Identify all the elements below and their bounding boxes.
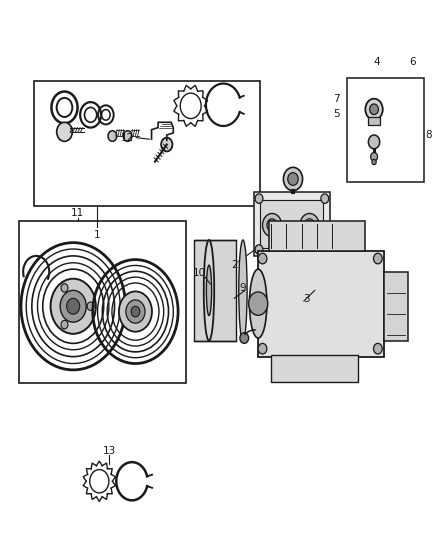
Bar [254, 192, 330, 256]
Circle shape [255, 194, 263, 204]
Circle shape [283, 167, 303, 191]
Text: 4: 4 [373, 58, 380, 67]
Bar [34, 81, 260, 206]
Circle shape [60, 290, 86, 322]
Text: 3: 3 [303, 294, 309, 304]
Ellipse shape [206, 265, 212, 316]
Circle shape [288, 173, 298, 185]
Circle shape [300, 214, 319, 237]
Circle shape [321, 245, 328, 254]
Text: 5: 5 [333, 109, 340, 119]
Circle shape [87, 302, 94, 311]
Circle shape [119, 292, 152, 332]
Circle shape [262, 214, 282, 237]
Circle shape [304, 219, 315, 231]
Circle shape [258, 343, 267, 354]
Text: 11: 11 [71, 208, 84, 219]
Circle shape [258, 253, 267, 264]
Text: 7: 7 [333, 94, 340, 104]
Bar [19, 221, 186, 383]
Polygon shape [194, 240, 236, 341]
Circle shape [374, 253, 382, 264]
Circle shape [61, 320, 68, 329]
Bar [385, 272, 408, 341]
Text: 12: 12 [121, 133, 134, 143]
Ellipse shape [250, 269, 267, 338]
Circle shape [371, 152, 378, 161]
Bar [347, 78, 424, 182]
Bar [368, 117, 380, 125]
Circle shape [372, 159, 376, 165]
Circle shape [368, 135, 380, 149]
Circle shape [61, 284, 68, 292]
Text: 8: 8 [425, 130, 432, 140]
Circle shape [267, 219, 277, 231]
Circle shape [123, 131, 132, 141]
Bar [260, 200, 323, 248]
Circle shape [57, 122, 72, 141]
Circle shape [240, 333, 249, 343]
Ellipse shape [239, 240, 247, 341]
Circle shape [67, 298, 80, 314]
Circle shape [131, 306, 140, 317]
Circle shape [126, 300, 145, 323]
Text: 9: 9 [240, 282, 246, 293]
Text: 2: 2 [231, 260, 237, 270]
Circle shape [50, 279, 96, 334]
Circle shape [255, 245, 263, 254]
Circle shape [374, 343, 382, 354]
Text: 6: 6 [409, 58, 415, 67]
Ellipse shape [204, 240, 214, 341]
Text: 10: 10 [193, 268, 206, 278]
Bar [269, 221, 365, 251]
Circle shape [161, 138, 173, 151]
Circle shape [108, 131, 117, 141]
Bar [271, 354, 358, 382]
Bar [258, 251, 385, 357]
Circle shape [365, 99, 383, 120]
Text: 13: 13 [102, 446, 116, 456]
Circle shape [321, 194, 328, 204]
Circle shape [249, 292, 268, 316]
Text: 1: 1 [94, 230, 100, 240]
Circle shape [370, 104, 378, 115]
